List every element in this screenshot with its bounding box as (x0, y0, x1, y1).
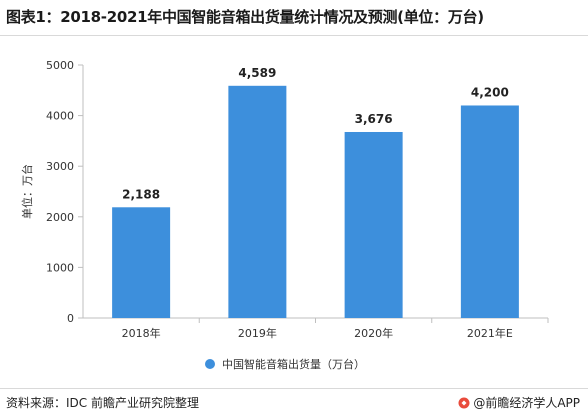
bar-data-label: 2,188 (122, 187, 160, 201)
x-tick-label: 2021年E (467, 326, 513, 340)
y-tick-label: 3000 (46, 160, 74, 173)
bar (112, 207, 171, 318)
title-divider (0, 35, 588, 36)
y-tick-label: 4000 (46, 110, 74, 123)
x-tick-label: 2019年 (238, 326, 277, 340)
legend-marker (205, 359, 215, 369)
bar (228, 85, 287, 318)
y-tick-label: 0 (67, 312, 74, 325)
y-tick-label: 5000 (46, 59, 74, 72)
chart-title: 图表1：2018-2021年中国智能音箱出货量统计情况及预测(单位：万台) (6, 8, 484, 26)
y-axis-label: 单位：万台 (20, 164, 34, 219)
footer-divider (0, 388, 588, 389)
brand-logo-icon (458, 397, 470, 408)
bar-data-label: 3,676 (355, 112, 393, 126)
y-tick-label: 2000 (46, 211, 74, 224)
brand-label: @前瞻经济学人APP (473, 396, 580, 410)
bar-data-label: 4,589 (238, 66, 276, 80)
bar-data-label: 4,200 (471, 85, 509, 99)
source-note: 资料来源：IDC 前瞻产业研究院整理 (6, 396, 199, 410)
brand-credit: @前瞻经济学人APP (458, 394, 580, 411)
bar (460, 105, 519, 318)
x-tick-label: 2018年 (122, 326, 161, 340)
x-tick-label: 2020年 (354, 326, 393, 340)
bar (344, 131, 403, 318)
bar-chart: 0 1000 2000 3000 4000 5000 单位：万台 2,188 2018年 4,58… (20, 59, 549, 371)
legend-label: 中国智能音箱出货量（万台） (222, 357, 365, 371)
y-tick-label: 1000 (46, 261, 74, 274)
